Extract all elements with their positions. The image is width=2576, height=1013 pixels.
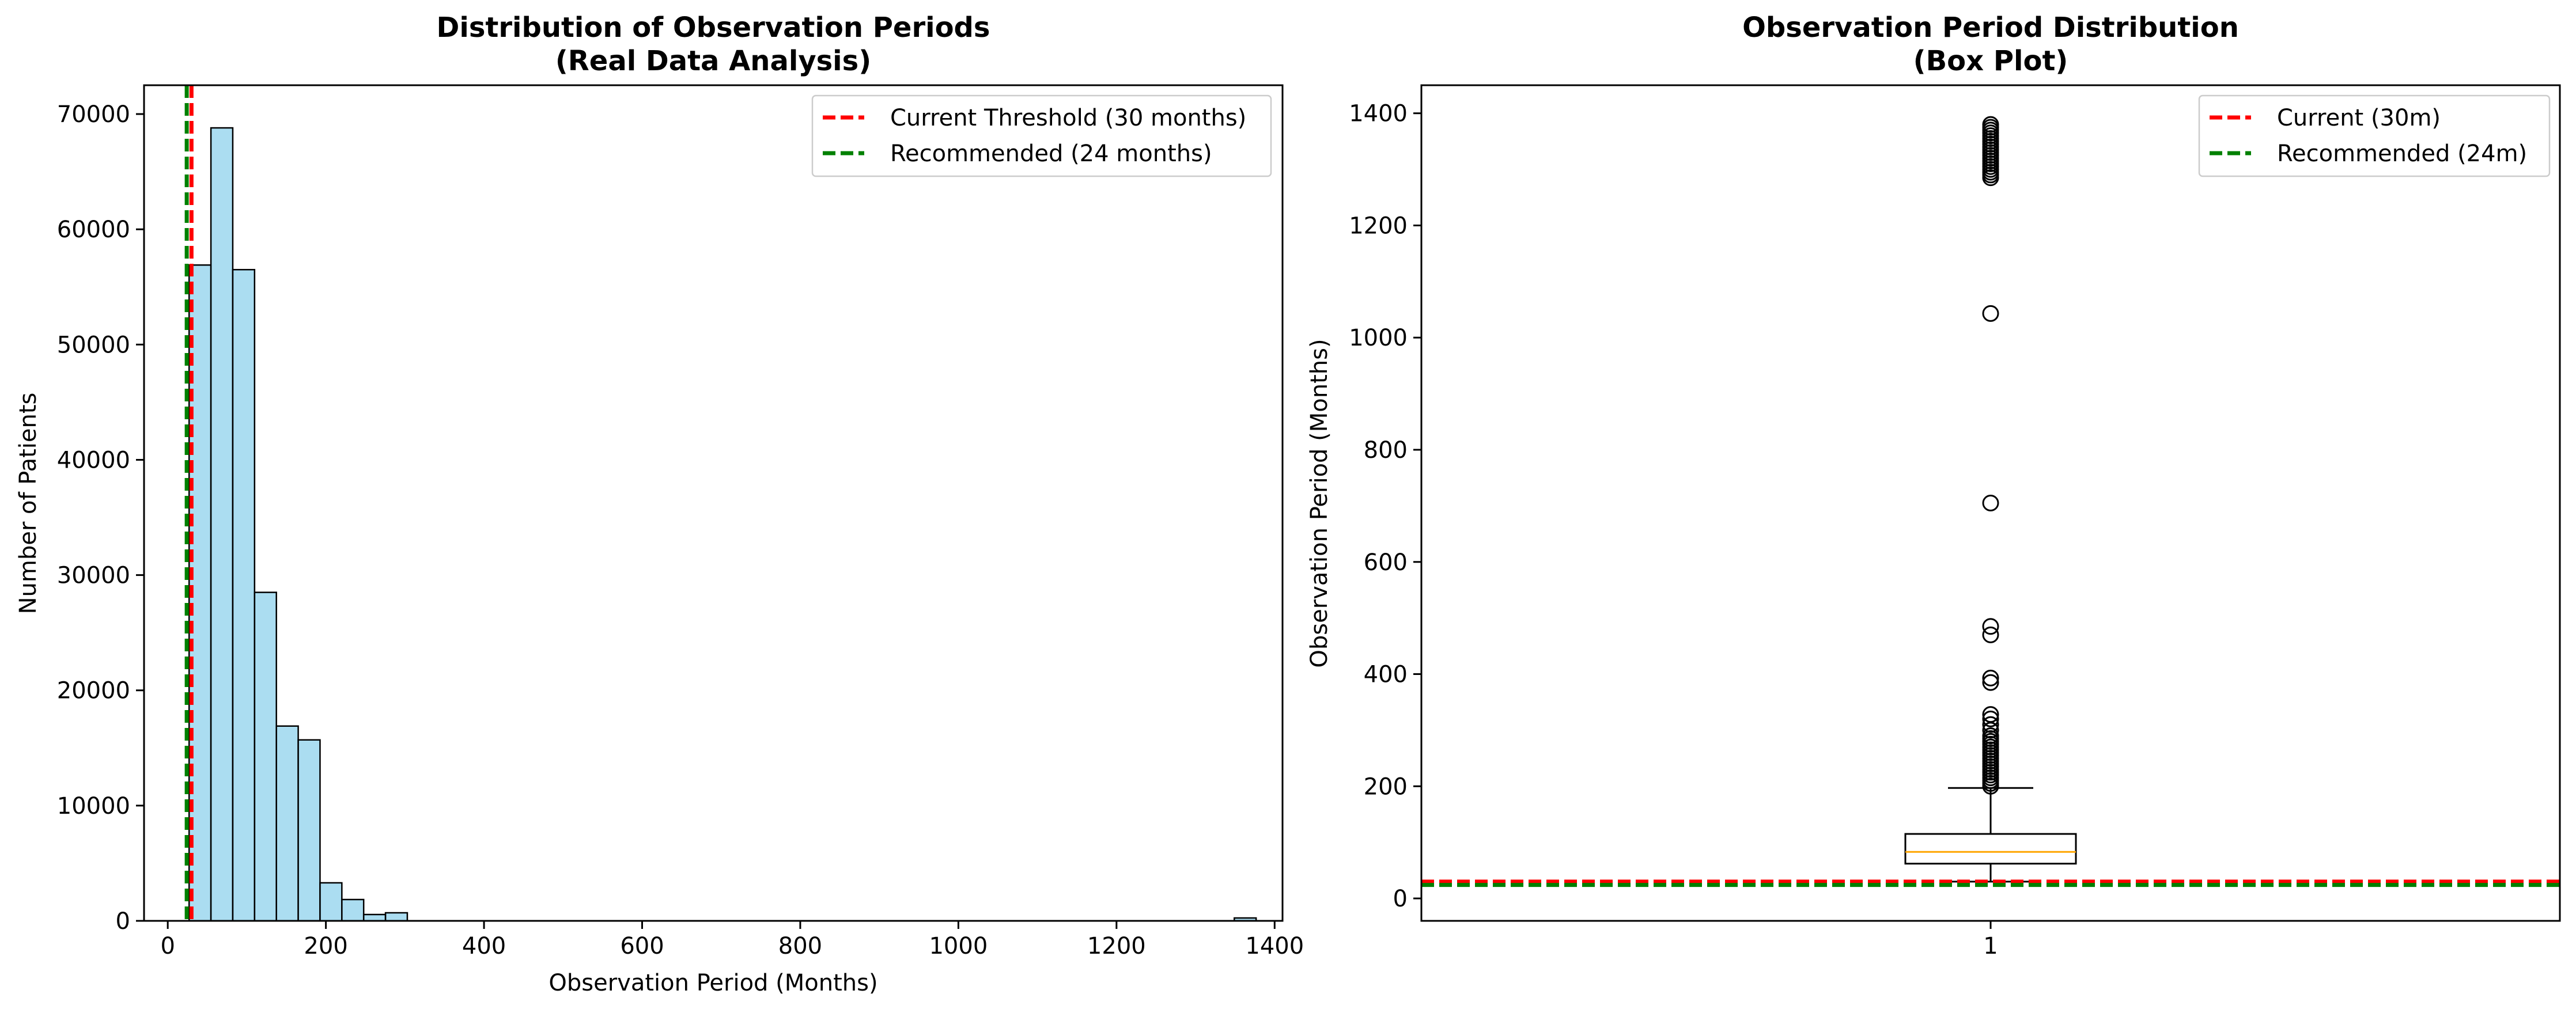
hist-x-tick-label: 200: [304, 933, 347, 959]
box-y-tick-label: 800: [1364, 437, 1408, 464]
hist-y-ticks: 0 10000 20000 30000 40000 50000 60000 70000: [57, 101, 144, 935]
hist-x-tick-label: 600: [620, 933, 664, 959]
box-title-line1: Observation Period Distribution: [1742, 12, 2239, 44]
box-y-tick-label: 1200: [1349, 213, 1408, 239]
hist-bar: [275, 725, 299, 922]
hist-bar: [319, 882, 343, 922]
box-outlier-point: [1982, 727, 1999, 745]
hist-x-ticks: 0 200 400 600 800 1000 1200 1400: [160, 921, 1304, 959]
hist-y-axis-label: Number of Patients: [15, 393, 41, 614]
hist-x-tick-label: 1000: [929, 933, 988, 959]
box-x-ticks: 1: [1983, 921, 1998, 959]
box-y-tick-label: 600: [1364, 549, 1408, 576]
hist-x-tick-label: 400: [462, 933, 506, 959]
hist-legend-recommended-label: Recommended (24 months): [890, 141, 1212, 167]
hist-x-tick-label: 800: [778, 933, 822, 959]
hist-legend-current-label: Current Threshold (30 months): [890, 105, 1246, 131]
hist-axes-frame: [143, 84, 1284, 922]
hist-bar: [362, 913, 387, 922]
box-legend: Current (30m) Recommended (24m): [2198, 94, 2551, 177]
box-title-line2: (Box Plot): [1913, 45, 2068, 77]
hist-x-tick-label: 1400: [1245, 933, 1304, 959]
box-outlier-point: [1982, 116, 1999, 133]
box-iqr-rect: [1904, 833, 2077, 865]
box-outlier-point: [1982, 305, 1999, 322]
hist-x-tick-label: 1200: [1087, 933, 1146, 959]
box-outlier-point: [1982, 710, 1999, 727]
hist-y-tick-label: 50000: [57, 332, 130, 358]
hist-title-line1: Distribution of Observation Periods: [437, 12, 990, 44]
hist-y-tick-label: 10000: [57, 793, 130, 819]
hist-bar: [341, 898, 365, 922]
box-x-tick-label: 1: [1983, 933, 1998, 959]
hist-bar: [384, 912, 408, 922]
hist-x-tick-label: 0: [160, 933, 175, 959]
hist-bar: [297, 739, 321, 922]
box-y-tick-label: 200: [1364, 773, 1408, 800]
hist-y-tick-label: 20000: [57, 678, 130, 704]
box-outlier-point: [1982, 716, 1999, 733]
box-legend-recommended-label: Recommended (24m): [2277, 141, 2527, 167]
hist-y-tick-label: 30000: [57, 563, 130, 589]
hist-y-tick-label: 40000: [57, 447, 130, 473]
box-y-tick-label: 1000: [1349, 325, 1408, 351]
box-plot-area: [1421, 116, 2560, 887]
histogram-chart: Distribution of Observation Periods (Rea…: [15, 12, 1304, 996]
box-outlier-point: [1982, 618, 1999, 635]
box-y-axis-label: Observation Period (Months): [1306, 339, 1333, 667]
hist-bar: [232, 268, 256, 922]
box-y-tick-label: 1400: [1349, 101, 1408, 127]
box-legend-box: [2198, 94, 2551, 177]
box-y-ticks: 0 200 400 600 800 1000 1200 1400: [1349, 101, 1421, 912]
box-legend-current-label: Current (30m): [2277, 105, 2441, 131]
box-outlier-point: [1982, 626, 1999, 643]
box-outlier-point: [1982, 674, 1999, 691]
hist-title-line2: (Real Data Analysis): [555, 45, 871, 77]
box-outlier-point: [1982, 495, 1999, 511]
hist-y-tick-label: 0: [116, 908, 130, 935]
box-y-tick-label: 0: [1393, 886, 1408, 912]
hist-y-tick-label: 60000: [57, 217, 130, 243]
hist-y-tick-label: 70000: [57, 101, 130, 128]
boxplot-chart: Observation Period Distribution (Box Plo…: [1306, 12, 2561, 959]
hist-bar: [254, 591, 277, 922]
hist-x-axis-label: Observation Period (Months): [549, 970, 877, 996]
box-y-tick-label: 400: [1364, 662, 1408, 688]
hist-legend: Current Threshold (30 months) Recommende…: [811, 94, 1272, 177]
hist-legend-box: [811, 94, 1272, 177]
hist-bar: [210, 127, 234, 922]
box-outlier-point: [1982, 669, 1999, 686]
box-outlier-point: [1982, 706, 1999, 723]
hist-plot-area: [184, 85, 1257, 922]
